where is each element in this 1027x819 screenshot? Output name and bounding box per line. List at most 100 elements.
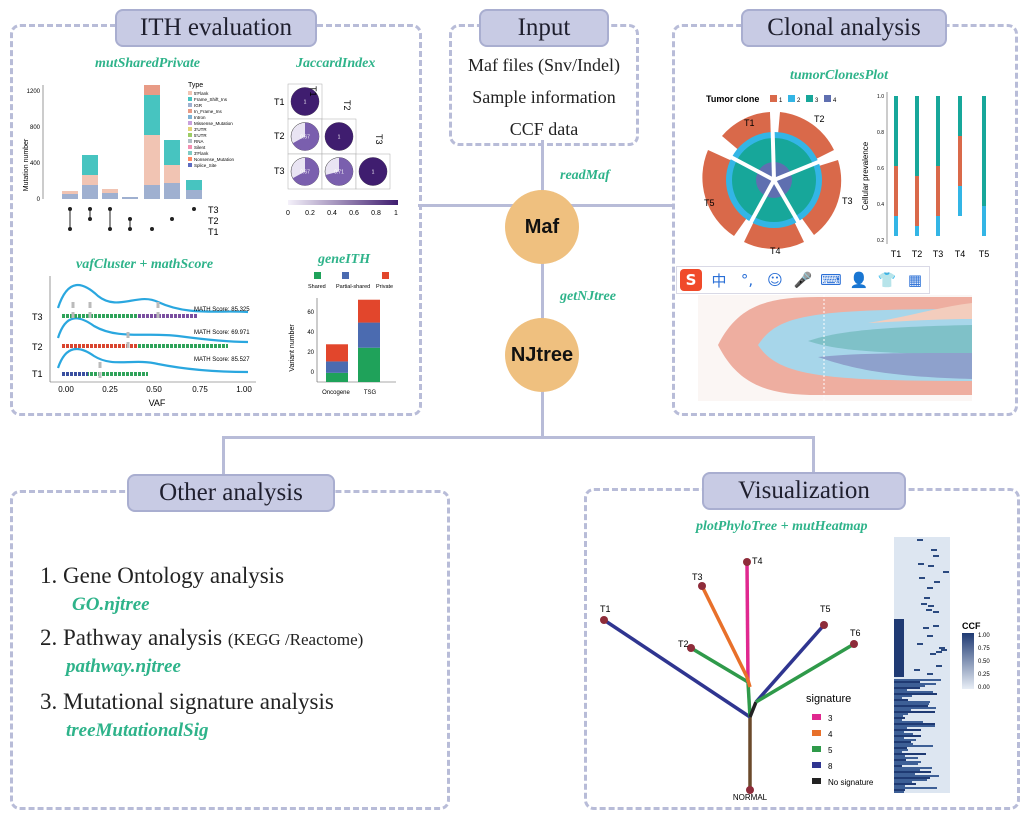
heatmap-cell <box>894 675 904 677</box>
heatmap-cell <box>894 789 905 791</box>
heatmap-cell <box>894 673 904 675</box>
clones-legend-swatch <box>770 95 777 102</box>
mutshared-bar <box>186 180 202 199</box>
jaccard-pie <box>291 87 319 116</box>
user-icon[interactable]: 👤 <box>849 271 869 289</box>
geneith-bar <box>358 347 380 382</box>
heatmap-cell <box>894 769 920 771</box>
signature-label: 8 <box>828 762 833 771</box>
heatmap-cell <box>894 637 904 639</box>
heatmap-cell <box>894 729 921 731</box>
clone-sample-label: T5 <box>704 198 715 208</box>
phylo-tip <box>698 582 706 590</box>
heatmap-cell <box>894 701 930 703</box>
heatmap-cell <box>894 753 926 755</box>
heatmap-cell <box>928 605 934 607</box>
mutshared-legend-label: RNA <box>194 139 204 144</box>
vaf-sample-label: T3 <box>32 312 43 322</box>
mutshared-legend-swatch <box>188 121 192 125</box>
ime-toolbar[interactable]: S 中 °, ☺ 🎤 ⌨ 👤 👕 ▦ <box>676 266 930 294</box>
heatmap-cell <box>894 735 921 737</box>
connector-line <box>541 140 544 438</box>
heatmap-cell <box>894 749 908 751</box>
heatmap-cell <box>894 663 904 665</box>
jaccard-value: 0.71 <box>334 170 344 176</box>
ccf-tick: 1.00 <box>978 633 990 639</box>
heatmap-cell <box>894 625 904 627</box>
mutshared-legend-label: Intron <box>194 115 206 120</box>
vaf-sample-label: T1 <box>32 369 43 379</box>
heatmap-cell <box>894 647 904 649</box>
heatmap-cell <box>894 633 904 635</box>
heatmap-cell <box>894 699 908 701</box>
connector-line <box>222 436 814 439</box>
heatmap-cell <box>894 775 939 777</box>
njtree-node: NJtree <box>505 318 579 392</box>
keyboard-icon[interactable]: ⌨ <box>820 271 842 289</box>
punctuation-icon[interactable]: °, <box>740 271 754 289</box>
heatmap-cell <box>894 635 904 637</box>
heatmap-cell <box>894 713 908 715</box>
jaccard-scale-tick: 0 <box>286 210 290 217</box>
heatmap-cell <box>894 759 906 761</box>
ccf-title: CCF <box>962 621 981 631</box>
heatmap-cell <box>927 635 933 637</box>
heatmap-cell <box>894 683 936 685</box>
fn-readmaf: readMaf <box>560 168 610 183</box>
heatmap-cell <box>933 611 939 613</box>
mutshared-legend-label: 3'UTR <box>194 127 207 132</box>
clones-strip <box>894 96 898 196</box>
ccf-tick: 0.00 <box>978 685 990 691</box>
heatmap-cell <box>933 625 939 627</box>
vaf-density-curves <box>56 283 249 374</box>
heatmap-cell <box>894 681 920 683</box>
heatmap-cell <box>928 565 934 567</box>
clones-strip <box>936 216 940 236</box>
clones-strip <box>915 226 919 236</box>
chinese-mode-icon[interactable]: 中 <box>711 271 727 290</box>
mutshared-legend-swatch <box>188 127 192 131</box>
jaccard-scale-tick: 0.8 <box>371 210 381 217</box>
jaccard-row-label: T3 <box>274 166 285 176</box>
connector-line <box>222 436 225 476</box>
other-fn-2: pathway.njtree <box>66 656 181 677</box>
phylo-tip-label: T3 <box>692 572 703 582</box>
heatmap-cell <box>941 649 947 651</box>
other-analysis-title: Other analysis <box>127 474 335 512</box>
clones-ytick: 0.2 <box>877 238 884 244</box>
heatmap-cell <box>894 639 904 641</box>
clones-strip <box>894 166 898 226</box>
clones-strip <box>915 96 919 176</box>
heatmap-cell <box>894 741 911 743</box>
mutshared-bar <box>62 191 78 199</box>
vaf-math-score: MATH Score: 69.971 <box>194 330 250 336</box>
mutshared-bar <box>82 155 98 199</box>
phylo-tip-label: T1 <box>600 604 611 614</box>
clones-legend-label: 4 <box>833 98 837 104</box>
mutshared-legend-swatch <box>188 115 192 119</box>
heatmap-cell <box>894 679 941 681</box>
heatmap-cell <box>936 651 942 653</box>
signature-label: 5 <box>828 746 833 755</box>
fn-getnjtree: getNJtree <box>560 289 616 304</box>
emoji-icon[interactable]: ☺ <box>767 271 783 289</box>
input-ccf-data: CCF data <box>509 119 579 139</box>
signature-label: 4 <box>828 730 833 739</box>
clone-sample-label: T3 <box>842 196 853 206</box>
mutshared-legend-swatch <box>188 103 192 107</box>
heatmap-cell <box>924 597 930 599</box>
phylo-branches <box>603 561 855 790</box>
sogou-logo-icon[interactable]: S <box>680 269 702 291</box>
mutshared-bar <box>122 197 138 199</box>
grid-icon[interactable]: ▦ <box>907 271 923 289</box>
shirt-icon[interactable]: 👕 <box>877 271 897 289</box>
visualization-title: Visualization <box>702 472 906 510</box>
microphone-icon[interactable]: 🎤 <box>793 271 813 289</box>
heatmap-cell <box>894 727 907 729</box>
geneith-bar <box>326 372 348 382</box>
heatmap-cell <box>894 641 904 643</box>
heatmap-cell <box>894 621 904 623</box>
heatmap-cell <box>894 661 904 663</box>
fishplot-chart <box>698 295 972 401</box>
jaccard-value: 0.67 <box>300 170 310 176</box>
